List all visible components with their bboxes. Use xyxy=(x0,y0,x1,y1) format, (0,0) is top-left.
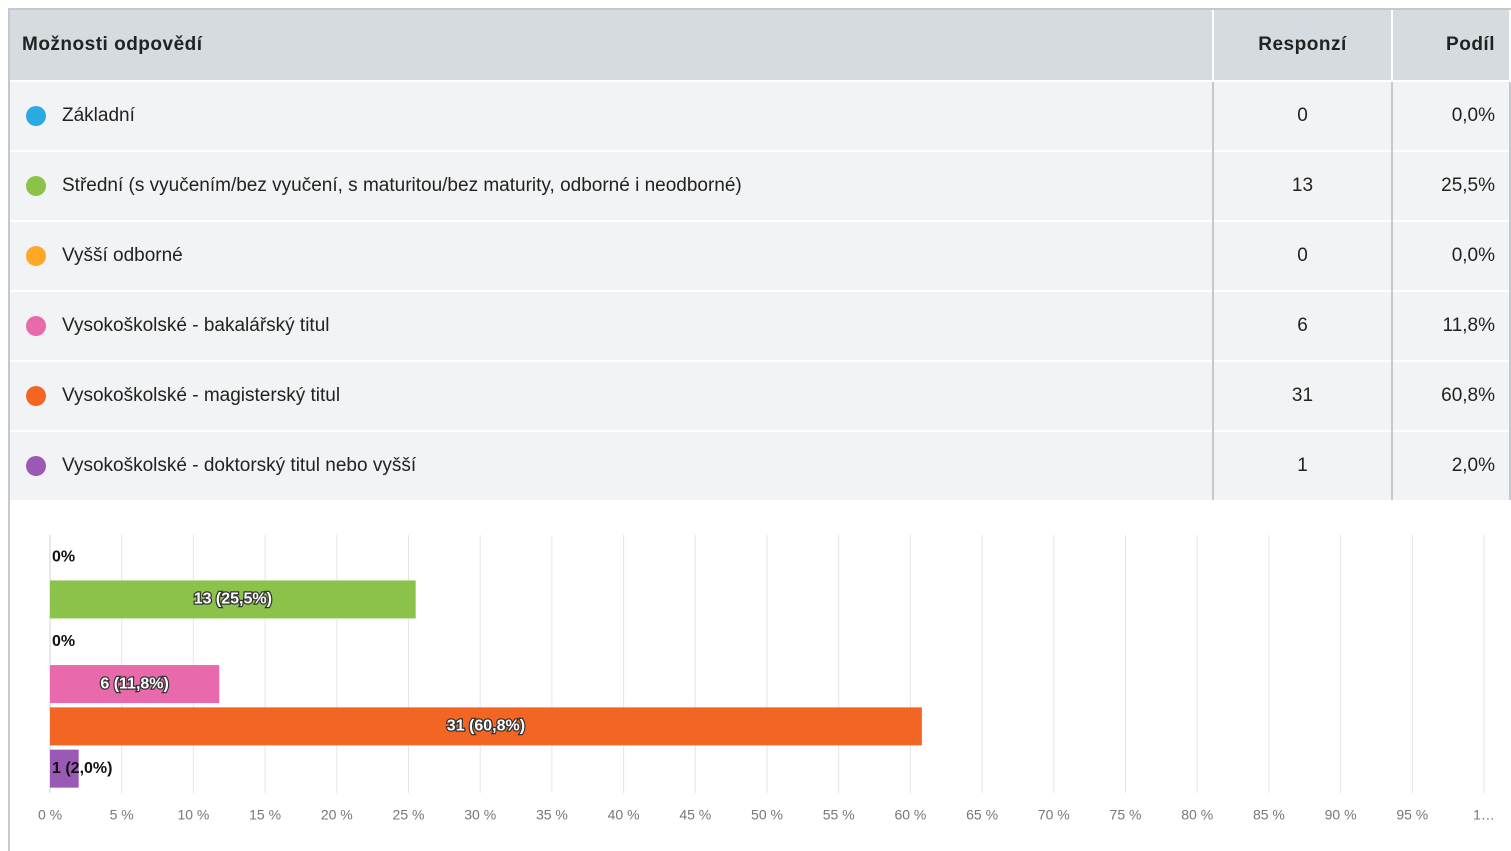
legend-dot xyxy=(26,315,46,336)
table-body: Základní 0 0,0% Střední (s vyučením/bez vyu… xyxy=(10,80,1511,500)
legend-dot xyxy=(26,105,46,126)
x-tick-label: 30 % xyxy=(464,807,496,823)
x-tick-label: 50 % xyxy=(751,807,783,823)
value-label: 31 (60,8%) xyxy=(447,718,525,735)
responses-cell: 0 xyxy=(1213,220,1393,291)
share-cell: 0,0% xyxy=(1392,80,1511,151)
x-tick-label: 5 % xyxy=(110,807,134,823)
chart: 0 % 5 % 10 % 15 % 20 % 25 % 30 % 35 % 40 % 45 % 50… xyxy=(38,535,1495,823)
share-cell: 11,8% xyxy=(1392,290,1511,361)
x-tick-label: 70 % xyxy=(1038,807,1070,823)
bar xyxy=(50,665,220,704)
x-tick-label: 60 % xyxy=(894,807,926,823)
header-cell: Responzí xyxy=(1213,10,1393,81)
x-tick-label: 15 % xyxy=(249,807,281,823)
option-label: Vysokoškolské - bakalářský titul xyxy=(62,315,330,336)
option-cell: Vysokoškolské - magisterský titul xyxy=(10,360,1214,431)
x-tick-label: 40 % xyxy=(608,807,640,823)
share-cell: 2,0% xyxy=(1392,430,1511,500)
table-row: Vyšší odborné 0 0,0% xyxy=(10,220,1511,291)
border xyxy=(8,10,10,851)
option-cell: Střední (s vyučením/bez vyučení, s matur… xyxy=(10,150,1214,221)
bar xyxy=(50,580,416,619)
x-tick-label: 95 % xyxy=(1396,807,1428,823)
option-cell: Základní xyxy=(10,80,1214,151)
x-tick-label: 85 % xyxy=(1253,807,1285,823)
x-tick-label: 90 % xyxy=(1325,807,1357,823)
share-cell: 60,8% xyxy=(1392,360,1511,431)
value-label: 1 (2,0%) xyxy=(52,760,112,777)
responses-cell: 13 xyxy=(1213,150,1393,221)
border xyxy=(8,8,1511,10)
value-label: 0% xyxy=(52,548,75,565)
x-tick-label: 10 % xyxy=(177,807,209,823)
x-tick-label: 0 % xyxy=(38,807,62,823)
option-cell: Vysokoškolské - doktorský titul nebo vyš… xyxy=(10,430,1214,500)
option-label: Střední (s vyučením/bez vyučení, s matur… xyxy=(62,175,742,196)
responses-cell: 0 xyxy=(1213,80,1393,151)
header-cell: Možnosti odpovědí xyxy=(10,10,1214,81)
table-row: Vysokoškolské - doktorský titul nebo vyš… xyxy=(10,430,1511,500)
value-label: 0% xyxy=(52,633,75,650)
responses-cell: 1 xyxy=(1213,430,1393,500)
legend-dot xyxy=(26,175,46,196)
option-label: Vysokoškolské - doktorský titul nebo vyš… xyxy=(62,455,417,476)
x-tick-label: 1… xyxy=(1473,807,1495,823)
option-label: Základní xyxy=(62,105,135,126)
legend-dot xyxy=(26,455,46,476)
table-row: Základní 0 0,0% xyxy=(10,80,1511,151)
option-label: Vysokoškolské - magisterský titul xyxy=(62,385,341,406)
legend-dot xyxy=(26,245,46,266)
x-tick-label: 80 % xyxy=(1181,807,1213,823)
x-tick-label: 20 % xyxy=(321,807,353,823)
legend-dot xyxy=(26,385,46,406)
x-tick-label: 75 % xyxy=(1110,807,1142,823)
x-tick-label: 55 % xyxy=(823,807,855,823)
responses-cell: 31 xyxy=(1213,360,1393,431)
x-tick-label: 25 % xyxy=(393,807,425,823)
value-label: 13 (25,5%) xyxy=(194,591,272,608)
x-tick-label: 35 % xyxy=(536,807,568,823)
table-row: Vysokoškolské - magisterský titul 31 60,8% xyxy=(10,360,1511,431)
value-label: 6 (11,8%) xyxy=(100,675,168,692)
table-row: Vysokoškolské - bakalářský titul 6 11,8% xyxy=(10,290,1511,361)
header-row: Možnosti odpovědí Responzí Podíl xyxy=(10,10,1511,81)
x-tick-label: 65 % xyxy=(966,807,998,823)
share-cell: 25,5% xyxy=(1392,150,1511,221)
header-cell: Podíl xyxy=(1392,10,1511,81)
option-label: Vyšší odborné xyxy=(62,245,183,266)
bar xyxy=(50,749,79,788)
option-cell: Vysokoškolské - bakalářský titul xyxy=(10,290,1214,361)
share-cell: 0,0% xyxy=(1392,220,1511,291)
bar xyxy=(50,707,922,746)
x-tick-label: 45 % xyxy=(679,807,711,823)
option-cell: Vyšší odborné xyxy=(10,220,1214,291)
results-table: Možnosti odpovědí Responzí Podíl Základn… xyxy=(10,10,1511,500)
table-row: Střední (s vyučením/bez vyučení, s matur… xyxy=(10,150,1511,221)
responses-cell: 6 xyxy=(1213,290,1393,361)
